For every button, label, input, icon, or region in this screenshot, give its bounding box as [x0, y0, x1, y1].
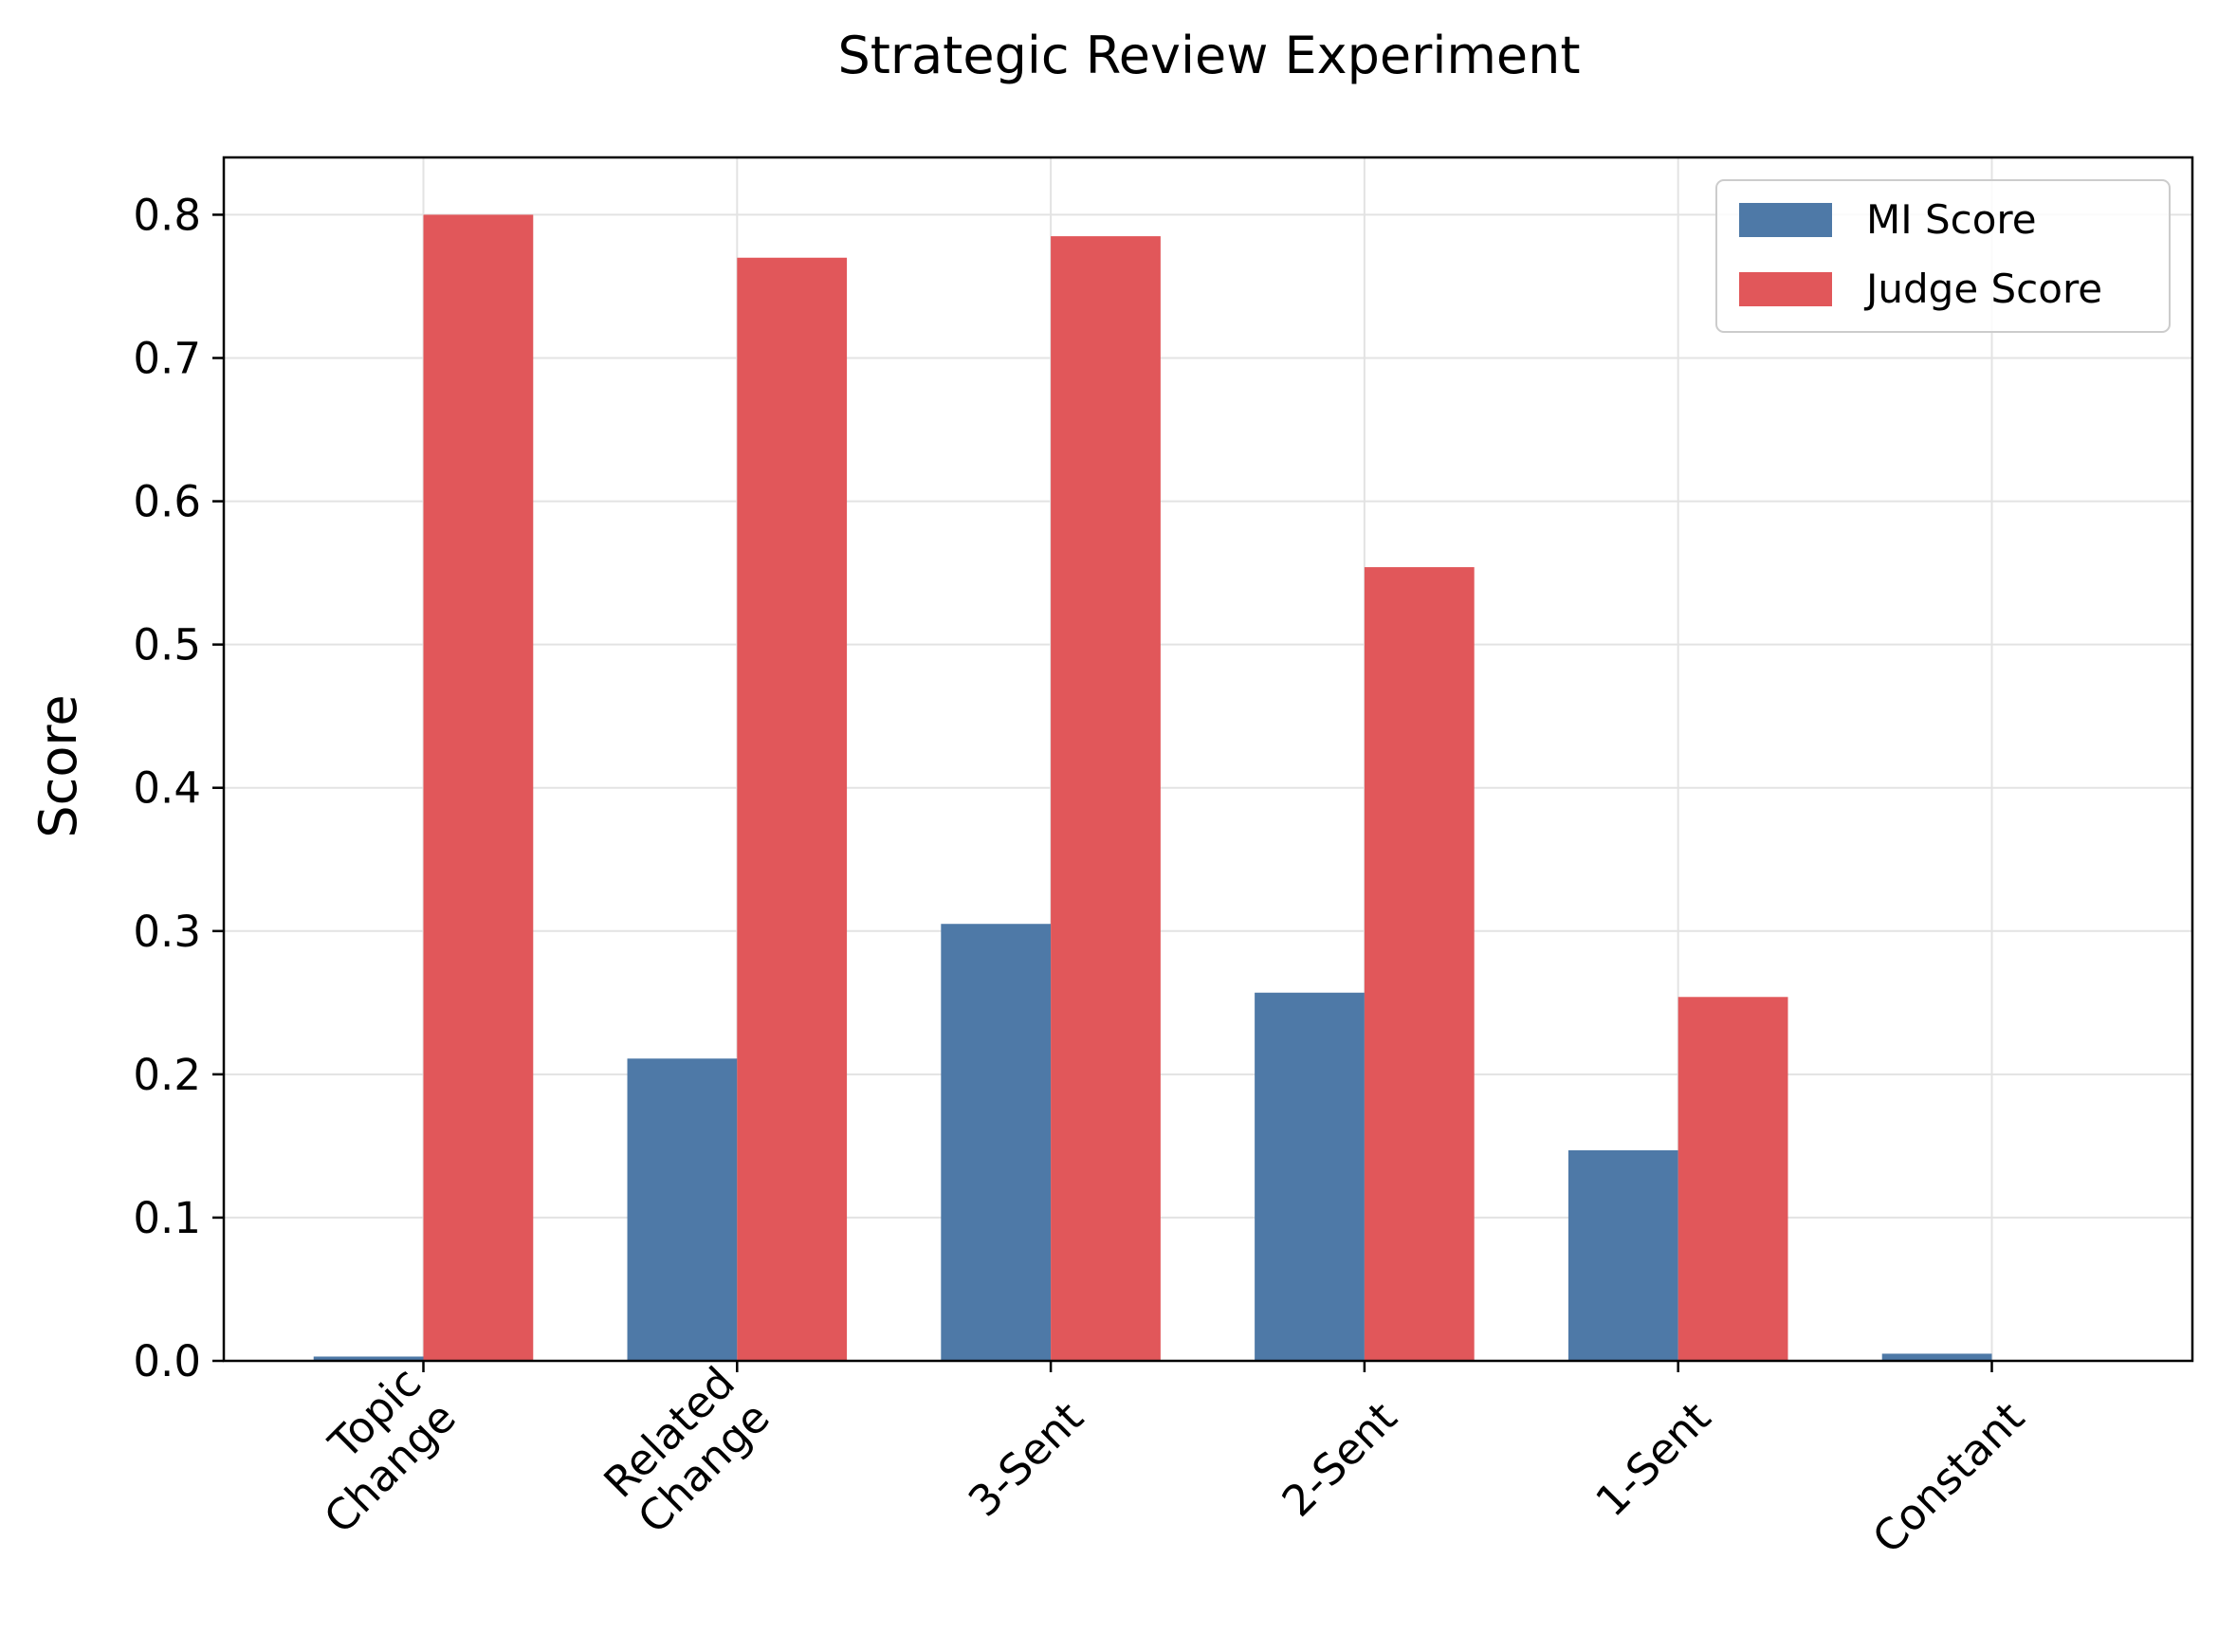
bar-mi-score [313, 1356, 424, 1361]
y-tick-label: 0.8 [133, 190, 201, 240]
y-axis-title: Score [28, 694, 88, 837]
y-tick-label: 0.4 [133, 763, 201, 814]
bar-mi-score [627, 1058, 738, 1361]
y-tick-label: 0.3 [133, 907, 201, 957]
y-tick-label: 0.5 [133, 620, 201, 670]
x-tick-label: 3-Sent [959, 1392, 1093, 1527]
bar-judge-score [1364, 567, 1475, 1361]
plot-frame [222, 156, 2194, 1363]
bars [313, 214, 1992, 1362]
y-tick-label: 0.6 [133, 477, 201, 527]
y-tick-label: 0.1 [133, 1193, 201, 1243]
x-tick-label: TopicChange [280, 1357, 466, 1543]
x-tick-label: Constant [1862, 1392, 2034, 1564]
y-tick-label: 0.0 [133, 1336, 201, 1386]
bar-judge-score [1677, 997, 1788, 1361]
x-tick-label: 2-Sent [1273, 1392, 1407, 1527]
bar-mi-score [1567, 1149, 1678, 1361]
legend-swatch [1739, 203, 1832, 237]
bar-mi-score [941, 924, 1052, 1361]
x-tick-label: RelatedChange [594, 1357, 779, 1543]
bar-judge-score [423, 214, 534, 1361]
legend-label: Judge Score [1863, 266, 2102, 312]
legend-label: MI Score [1866, 196, 2037, 243]
bar-mi-score [1255, 992, 1365, 1361]
legend-swatch [1739, 272, 1832, 306]
x-tick-label: 1-Sent [1586, 1392, 1720, 1527]
y-tick-label: 0.2 [133, 1050, 201, 1100]
legend: MI Score Judge Score [1715, 179, 2171, 333]
bar-judge-score [1051, 236, 1161, 1362]
chart-title: Strategic Review Experiment [837, 26, 1580, 85]
y-tick-label: 0.7 [133, 334, 201, 384]
bar-mi-score [1881, 1353, 1992, 1361]
bar-judge-score [737, 257, 848, 1361]
